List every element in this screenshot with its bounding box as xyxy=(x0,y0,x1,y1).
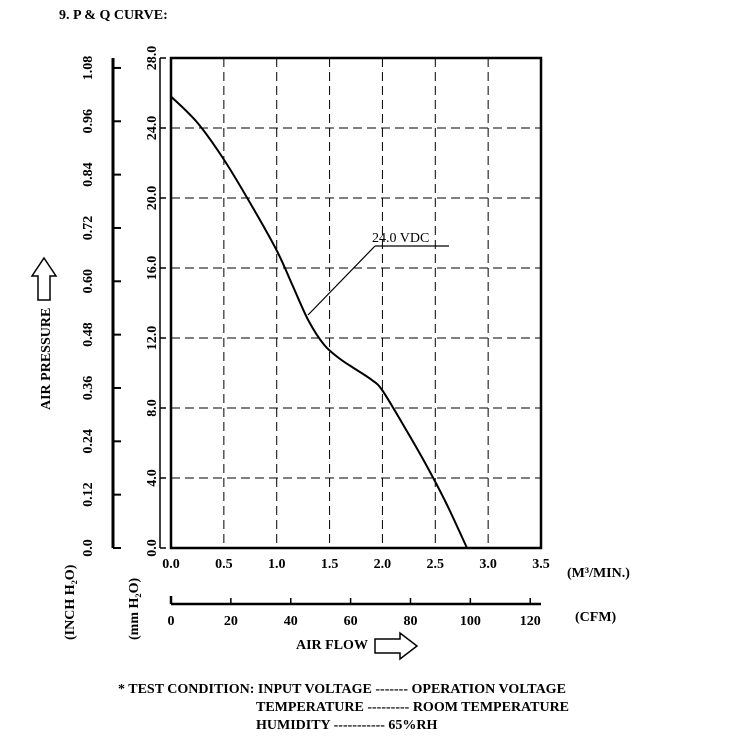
x-tick-label: 1.0 xyxy=(268,557,286,572)
y-inch-tick-label: 0.48 xyxy=(81,322,96,347)
cfm-tick-label: 120 xyxy=(520,614,541,629)
test-condition-line-1: * TEST CONDITION: INPUT VOLTAGE ------- … xyxy=(118,682,566,697)
x-tick-label: 0.5 xyxy=(215,557,233,572)
x-tick-label: 3.0 xyxy=(479,557,497,572)
series-group xyxy=(170,95,468,549)
y-mm-tick-label: 28.0 xyxy=(145,46,160,71)
y-unit-inch-label: (INCH H₂O) xyxy=(63,564,78,640)
cfm-tick-label: 80 xyxy=(403,614,417,629)
x-tick-label: 0.0 xyxy=(162,557,180,572)
annotation-arrow-line xyxy=(307,245,376,316)
cfm-tick-label: 100 xyxy=(460,614,481,629)
cfm-tick-label: 40 xyxy=(284,614,298,629)
y-inch-tick-label: 0.24 xyxy=(81,429,96,454)
y-unit-mm-label: (mm H₂O) xyxy=(127,578,142,640)
y-inch-tick-label: 0.84 xyxy=(81,162,96,187)
x-tick-label: 2.5 xyxy=(427,557,445,572)
y-mm-tick-label: 16.0 xyxy=(145,256,160,281)
cfm-tick-label: 20 xyxy=(224,614,238,629)
x-axis-title: AIR FLOW xyxy=(296,638,368,653)
x-unit-label: (M³/MIN.) xyxy=(567,566,630,581)
y-inch-tick-label: 0.72 xyxy=(81,216,96,241)
chart-grid xyxy=(171,58,541,548)
cfm-tick-label: 0 xyxy=(168,614,175,629)
cfm-tick-label: 60 xyxy=(344,614,358,629)
test-condition-line-2: TEMPERATURE --------- ROOM TEMPERATURE xyxy=(256,700,570,715)
y-mm-tick-label: 24.0 xyxy=(145,116,160,141)
y-mm-tick-label: 20.0 xyxy=(145,186,160,211)
x-tick-label: 3.5 xyxy=(532,557,550,572)
test-condition-line-3: HUMIDITY ----------- 65%RH xyxy=(256,718,438,733)
arrow-up-icon xyxy=(30,256,58,301)
x-tick-label: 1.5 xyxy=(321,557,339,572)
y-mm-tick-label: 8.0 xyxy=(145,399,160,417)
y-axis-title: AIR PRESSURE xyxy=(39,308,54,410)
x-axis-cfm: 0 20 40 60 80 100 120 xyxy=(168,596,541,629)
plot-frame xyxy=(169,56,543,550)
series-line-24vdc xyxy=(170,95,468,549)
y-inch-tick-label: 0.96 xyxy=(81,109,96,134)
y-inch-tick-label: 0.60 xyxy=(81,269,96,294)
y-axis-inch: 0.0 0.12 0.24 0.36 0.48 0.60 0.72 0.84 0.96 1.08 xyxy=(81,56,121,557)
y-mm-tick-label: 12.0 xyxy=(145,326,160,351)
x2-unit-label: (CFM) xyxy=(575,610,617,625)
y-inch-tick-label: 0.36 xyxy=(81,376,96,401)
x-tick-label: 2.0 xyxy=(374,557,392,572)
y-axis-mm: 0.0 4.0 8.0 12.0 16.0 20.0 24.0 28.0 xyxy=(145,46,166,557)
y-inch-tick-label: 0.0 xyxy=(81,539,96,557)
arrow-right-icon xyxy=(374,631,419,661)
y-mm-tick-label: 4.0 xyxy=(145,469,160,487)
annotation-label: 24.0 VDC xyxy=(372,231,429,246)
y-mm-tick-label: 0.0 xyxy=(145,539,160,557)
x-axis-m3: 0.0 0.5 1.0 1.5 2.0 2.5 3.0 3.5 xyxy=(162,557,550,572)
y-inch-tick-label: 0.12 xyxy=(81,482,96,507)
y-inch-tick-label: 1.08 xyxy=(81,56,96,81)
chart-heading: 9. P & Q CURVE: xyxy=(59,8,168,23)
